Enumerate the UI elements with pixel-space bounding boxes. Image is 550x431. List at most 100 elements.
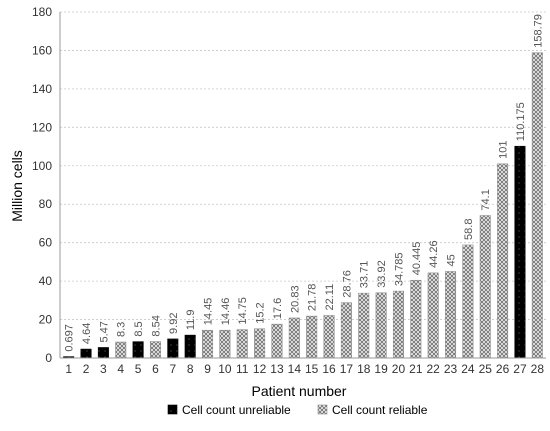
data-label: 33.92 — [376, 260, 388, 288]
data-label: 74.1 — [480, 189, 492, 210]
data-label: 15.2 — [255, 302, 267, 323]
data-label: 8.5 — [133, 321, 145, 336]
bar-patient-25 — [479, 215, 491, 359]
y-tick-label: 160 — [32, 43, 52, 57]
data-label: 34.785 — [393, 252, 405, 286]
x-tick-label: 7 — [169, 362, 176, 376]
data-label: 21.78 — [307, 284, 319, 312]
x-tick-label: 21 — [409, 362, 423, 376]
bar-patient-23 — [445, 271, 457, 359]
bar-patient-8 — [184, 334, 196, 359]
x-tick-label: 5 — [135, 362, 142, 376]
y-tick-label: 180 — [32, 5, 52, 19]
x-tick-label: 25 — [479, 362, 493, 376]
data-label: 110.175 — [515, 102, 527, 141]
x-tick-label: 17 — [340, 362, 354, 376]
data-label: 11.9 — [185, 310, 197, 331]
data-label: 45 — [446, 254, 458, 266]
x-tick-label: 24 — [461, 362, 475, 376]
bar-patient-6 — [149, 341, 161, 359]
x-tick-label: 26 — [496, 362, 510, 376]
bar-patient-27 — [514, 145, 526, 359]
bar-patient-9 — [202, 329, 214, 359]
bar-patient-18 — [358, 292, 370, 359]
bar-patient-13 — [271, 323, 283, 359]
x-tick-label: 18 — [357, 362, 371, 376]
x-tick-label: 8 — [187, 362, 194, 376]
y-tick-label: 20 — [39, 313, 53, 327]
data-label: 33.71 — [359, 261, 371, 289]
data-label: 9.92 — [168, 313, 180, 334]
data-label: 14.75 — [237, 297, 249, 325]
data-label: 28.76 — [341, 270, 353, 298]
x-tick-label: 22 — [426, 362, 440, 376]
x-tick-label: 16 — [322, 362, 336, 376]
x-tick-label: 13 — [270, 362, 284, 376]
data-label: 17.6 — [272, 298, 284, 319]
data-label: 8.3 — [116, 322, 128, 337]
data-label: 14.45 — [203, 298, 215, 326]
bar-patient-3 — [97, 347, 109, 359]
bar-patient-21 — [410, 279, 422, 359]
data-label: 4.64 — [81, 323, 93, 344]
bar-patient-22 — [427, 272, 439, 359]
x-axis-title: Patient number — [252, 383, 347, 399]
x-tick-label: 11 — [236, 362, 249, 376]
x-tick-label: 12 — [253, 362, 267, 376]
y-tick-label: 40 — [39, 274, 53, 288]
bar-patient-15 — [306, 315, 318, 359]
data-label: 14.46 — [220, 298, 232, 326]
x-tick-label: 28 — [531, 362, 545, 376]
bar-patient-7 — [167, 338, 179, 359]
bar-patient-2 — [80, 348, 92, 359]
bar-patient-19 — [375, 292, 387, 359]
bar-patient-11 — [236, 329, 248, 359]
data-label: 40.445 — [411, 242, 423, 276]
legend: Cell count unreliable Cell count reliable — [167, 403, 428, 417]
x-tick-label: 1 — [65, 362, 72, 376]
y-tick-label: 100 — [32, 159, 52, 173]
data-label: 58.8 — [463, 219, 475, 240]
x-tick-label: 2 — [83, 362, 90, 376]
bar-patient-10 — [219, 329, 231, 359]
x-tick-label: 20 — [392, 362, 406, 376]
x-tick-label: 23 — [444, 362, 458, 376]
y-tick-label: 120 — [32, 120, 52, 134]
y-tick-label: 0 — [45, 351, 52, 365]
bar-patient-17 — [340, 302, 352, 359]
data-label: 20.83 — [289, 285, 301, 313]
data-label: 44.26 — [428, 240, 440, 268]
data-label: 22.11 — [324, 284, 336, 311]
x-tick-label: 9 — [204, 362, 211, 376]
bar-patient-26 — [497, 163, 509, 359]
legend-label-reliable: Cell count reliable — [332, 403, 428, 417]
x-tick-label: 3 — [100, 362, 107, 376]
y-tick-label: 140 — [32, 82, 52, 96]
data-label: 5.47 — [98, 321, 110, 342]
bar-patient-12 — [254, 328, 266, 359]
x-tick-label: 19 — [374, 362, 388, 376]
bar-patient-16 — [323, 315, 335, 359]
x-tick-label: 4 — [117, 362, 124, 376]
data-label: 8.54 — [150, 315, 162, 336]
x-tick-label: 27 — [513, 362, 527, 376]
y-tick-label: 60 — [39, 236, 53, 250]
legend-swatch-reliable — [317, 404, 328, 415]
bars: 0.697 4.64 5.47 8.3 8.5 8.54 9.92 11.9 14.45 14.4… — [63, 14, 544, 359]
bar-patient-20 — [392, 290, 404, 359]
bar-patient-24 — [462, 244, 474, 359]
x-tick-label: 15 — [305, 362, 319, 376]
bar-patient-5 — [132, 341, 144, 359]
bar-patient-4 — [115, 341, 127, 359]
y-tick-label: 80 — [39, 197, 53, 211]
legend-swatch-unreliable — [167, 404, 178, 415]
legend-label-unreliable: Cell count unreliable — [182, 403, 291, 417]
data-label: 0.697 — [64, 324, 76, 352]
bar-patient-14 — [288, 317, 300, 359]
y-axis-title: Million cells — [9, 150, 25, 222]
bar-patient-28 — [531, 52, 543, 359]
x-tick-label: 6 — [152, 362, 159, 376]
data-label: 158.79 — [532, 14, 544, 48]
